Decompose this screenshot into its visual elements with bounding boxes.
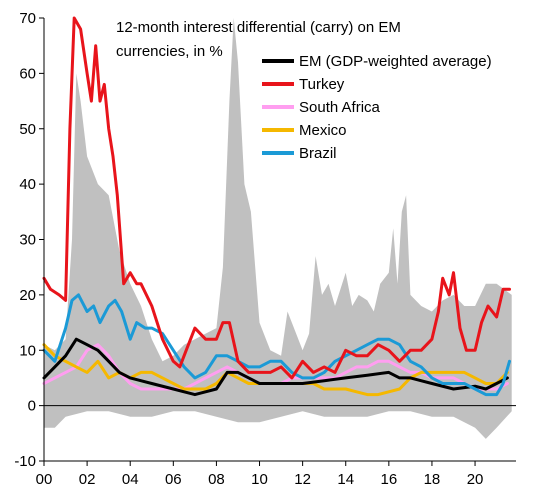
chart-title-line-1: 12-month interest differential (carry) o… xyxy=(116,19,401,36)
x-tick-label: 12 xyxy=(294,471,311,488)
y-tick-label: 60 xyxy=(19,65,36,82)
legend-label: Mexico xyxy=(299,122,347,139)
series-lines xyxy=(42,16,511,397)
x-tick-label: 10 xyxy=(251,471,268,488)
y-tick-label: 30 xyxy=(19,232,36,249)
legend-label: South Africa xyxy=(299,99,381,116)
axes: -10 0 10 20 30 40 50 60 70 00 02 04 06 08 10 12 14 16 18 20 xyxy=(14,10,516,488)
y-tick-label: 70 xyxy=(19,10,36,27)
series-line-brazil xyxy=(42,293,511,397)
y-tick-label: 20 xyxy=(19,287,36,304)
x-tick-label: 16 xyxy=(380,471,397,488)
em-range-area xyxy=(44,18,512,439)
series-line-turkey xyxy=(42,16,511,380)
legend: EM (GDP-weighted average) Turkey South Afr… xyxy=(262,53,492,162)
x-tick-label: 06 xyxy=(165,471,182,488)
x-tick-label: 20 xyxy=(467,471,484,488)
y-tick-label: -10 xyxy=(14,453,36,470)
em-range-band xyxy=(44,18,512,439)
legend-label: EM (GDP-weighted average) xyxy=(299,53,492,70)
x-tick-label: 14 xyxy=(337,471,354,488)
y-tick-label: 0 xyxy=(28,398,36,415)
x-tick-label: 02 xyxy=(79,471,96,488)
y-tick-label: 10 xyxy=(19,342,36,359)
x-tick-label: 00 xyxy=(36,471,53,488)
legend-label: Brazil xyxy=(299,145,337,162)
x-tick-label: 18 xyxy=(424,471,441,488)
y-tick-label: 40 xyxy=(19,176,36,193)
chart-title-line-2: currencies, in % xyxy=(116,43,223,60)
x-tick-label: 08 xyxy=(208,471,225,488)
chart-title: 12-month interest differential (carry) o… xyxy=(116,19,401,60)
y-tick-label: 50 xyxy=(19,121,36,138)
series-line-em-gdp-weighted-average xyxy=(42,337,509,397)
legend-label: Turkey xyxy=(299,76,345,93)
x-tick-label: 04 xyxy=(122,471,139,488)
